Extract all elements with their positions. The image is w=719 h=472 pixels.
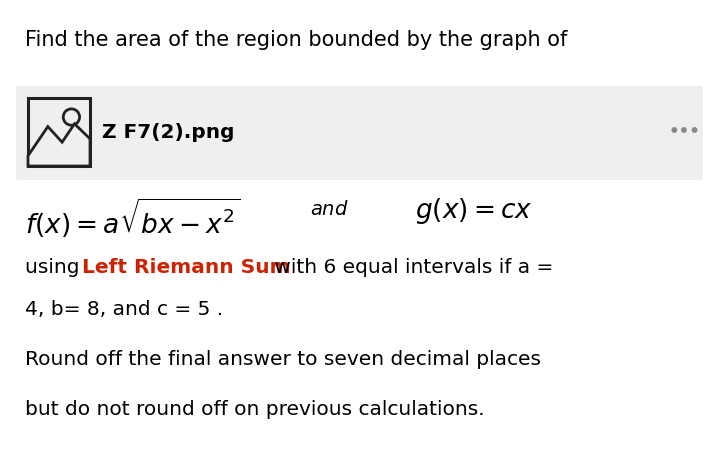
Text: Z F7(2).png: Z F7(2).png	[102, 123, 234, 142]
Text: using: using	[25, 258, 86, 277]
Text: •••: •••	[669, 123, 701, 141]
Bar	[28, 98, 90, 166]
Polygon shape	[28, 124, 90, 166]
Text: with 6 equal intervals if a =: with 6 equal intervals if a =	[268, 258, 554, 277]
Text: $\mathit{and}$: $\mathit{and}$	[310, 200, 349, 219]
Text: 4, b= 8, and c = 5 .: 4, b= 8, and c = 5 .	[25, 300, 223, 319]
FancyBboxPatch shape	[16, 86, 703, 180]
Text: $\mathit{g}(\mathit{x}) = \mathit{cx}$: $\mathit{g}(\mathit{x}) = \mathit{cx}$	[415, 196, 533, 226]
Text: $\mathit{f}(\mathit{x}) = \mathit{a}\sqrt{\mathit{bx}-\mathit{x}^{2}}$: $\mathit{f}(\mathit{x}) = \mathit{a}\sqr…	[25, 196, 240, 240]
Text: but do not round off on previous calculations.: but do not round off on previous calcula…	[25, 400, 485, 419]
Text: Left Riemann Sum: Left Riemann Sum	[82, 258, 290, 277]
Text: Find the area of the region bounded by the graph of: Find the area of the region bounded by t…	[25, 30, 567, 50]
Text: Round off the final answer to seven decimal places: Round off the final answer to seven deci…	[25, 350, 541, 369]
